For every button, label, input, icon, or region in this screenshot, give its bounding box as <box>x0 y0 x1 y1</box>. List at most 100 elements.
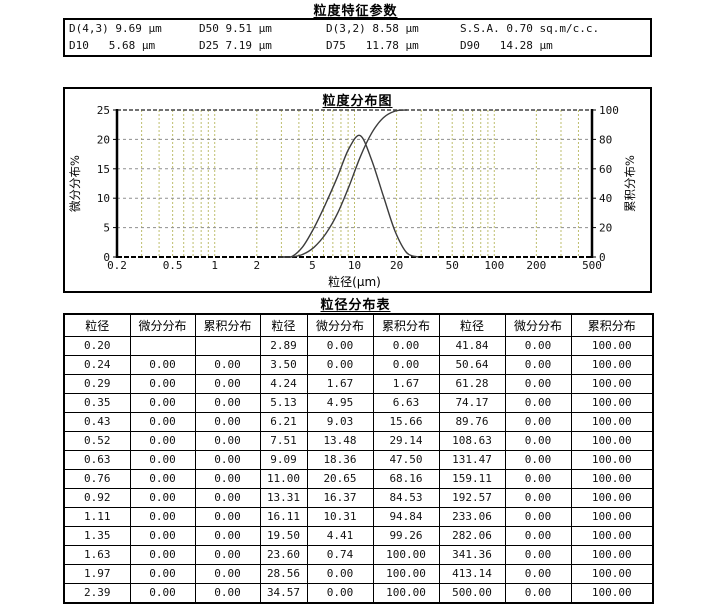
y-right-tick-label: 40 <box>599 192 612 205</box>
differential-curve <box>278 134 419 258</box>
col-header: 微分分布 <box>306 313 374 337</box>
table-cell: 0.76 <box>63 468 131 489</box>
table-cell: 0.74 <box>306 544 374 565</box>
col-header: 累积分布 <box>570 313 654 337</box>
y-left-tick-label: 20 <box>97 133 110 146</box>
table-cell: 282.06 <box>438 525 506 546</box>
table-cell: 0.00 <box>129 582 196 604</box>
table-cell: 100.00 <box>570 411 654 432</box>
table-cell: 13.48 <box>306 430 374 451</box>
col-header: 累积分布 <box>194 313 261 337</box>
table-cell: 0.00 <box>372 354 440 375</box>
x-tick-label: 20 <box>390 259 403 272</box>
table-cell: 0.00 <box>504 525 572 546</box>
table-cell: 9.03 <box>306 411 374 432</box>
table-cell: 159.11 <box>438 468 506 489</box>
table-cell: 0.00 <box>504 544 572 565</box>
table-cell: 0.00 <box>504 336 572 356</box>
table-header-row: 粒径 微分分布 累积分布 粒径 微分分布 累积分布 粒径 微分分布 累积分布 <box>63 313 654 337</box>
params-section-title: 粒度特征参数 <box>0 0 711 19</box>
chart-title-text: 粒度分布图 <box>322 94 393 109</box>
col-header: 粒径 <box>438 313 506 337</box>
y-left-tick-label: 25 <box>97 106 110 117</box>
table-cell: 34.57 <box>259 582 308 604</box>
table-cell: 100.00 <box>570 544 654 565</box>
table-cell: 99.26 <box>372 525 440 546</box>
table-cell: 6.21 <box>259 411 308 432</box>
table-cell: 4.41 <box>306 525 374 546</box>
table-section-title: 粒径分布表 <box>0 294 711 313</box>
table-cell: 13.31 <box>259 487 308 508</box>
table-cell: 3.50 <box>259 354 308 375</box>
table-cell: 0.00 <box>129 506 196 527</box>
table-cell: 0.00 <box>372 336 440 356</box>
x-tick-label: 0.5 <box>163 259 183 272</box>
table-cell <box>129 336 196 356</box>
table-cell: 0.35 <box>63 392 131 413</box>
table-cell: 100.00 <box>372 582 440 604</box>
table-cell: 0.00 <box>306 354 374 375</box>
param-cell-r0c0: D(4,3) 9.69 μm <box>69 22 162 35</box>
table-row: 1.63 0.00 0.00 23.60 0.74 100.00 341.36 0.00 100… <box>63 544 654 565</box>
x-tick-label: 1 <box>211 259 218 272</box>
table-cell: 68.16 <box>372 468 440 489</box>
table-cell: 11.00 <box>259 468 308 489</box>
table-cell: 100.00 <box>372 563 440 584</box>
table-cell: 100.00 <box>570 525 654 546</box>
y-right-tick-label: 20 <box>599 222 612 235</box>
table-cell: 0.00 <box>194 392 261 413</box>
table-cell: 0.00 <box>129 430 196 451</box>
x-tick-label: 200 <box>526 259 546 272</box>
param-cell-r0c3: S.S.A. 0.70 sq.m/c.c. <box>460 22 600 35</box>
y-left-tick-label: 10 <box>97 192 110 205</box>
y-left-tick-label: 15 <box>97 163 110 176</box>
table-cell: 0.92 <box>63 487 131 508</box>
table-cell: 341.36 <box>438 544 506 565</box>
table-cell: 100.00 <box>570 487 654 508</box>
table-cell: 100.00 <box>570 506 654 527</box>
table-row: 0.29 0.00 0.00 4.24 1.67 1.67 61.28 0.00 100.00 <box>63 373 654 394</box>
table-cell: 413.14 <box>438 563 506 584</box>
param-cell-r1c3: D90 14.28 μm <box>460 39 553 52</box>
table-cell: 41.84 <box>438 336 506 356</box>
table-cell: 0.00 <box>194 354 261 375</box>
y-right-tick-label: 60 <box>599 163 612 176</box>
x-tick-label: 5 <box>309 259 316 272</box>
table-cell: 6.63 <box>372 392 440 413</box>
y-left-tick-label: 0 <box>103 251 110 264</box>
table-cell: 0.00 <box>504 373 572 394</box>
table-cell: 4.95 <box>306 392 374 413</box>
table-row: 0.43 0.00 0.00 6.21 9.03 15.66 89.76 0.00 100.00 <box>63 411 654 432</box>
table-cell: 1.11 <box>63 506 131 527</box>
table-cell: 0.00 <box>504 430 572 451</box>
table-cell: 1.63 <box>63 544 131 565</box>
table-cell: 0.00 <box>194 468 261 489</box>
y-axis-right-label: 累积分布% <box>623 155 637 212</box>
table-cell: 0.00 <box>504 354 572 375</box>
table-row: 0.52 0.00 0.00 7.51 13.48 29.14 108.63 0.00 100.… <box>63 430 654 451</box>
param-cell-r0c1: D50 9.51 μm <box>199 22 272 35</box>
x-tick-label: 50 <box>446 259 459 272</box>
chart-title: 粒度分布图 <box>65 90 650 109</box>
table-cell: 500.00 <box>438 582 506 604</box>
table-cell: 100.00 <box>570 563 654 584</box>
table-cell: 0.29 <box>63 373 131 394</box>
table-cell: 0.43 <box>63 411 131 432</box>
params-box: D(4,3) 9.69 μm D50 9.51 μm D(3,2) 8.58 μm S… <box>63 18 652 57</box>
col-header: 粒径 <box>63 313 131 337</box>
x-tick-label: 500 <box>582 259 602 272</box>
table-cell: 100.00 <box>570 582 654 604</box>
table-cell: 0.00 <box>194 411 261 432</box>
x-axis-label: 粒径(μm) <box>328 274 381 289</box>
table-cell: 84.53 <box>372 487 440 508</box>
table-cell: 100.00 <box>570 373 654 394</box>
table-cell: 0.00 <box>504 392 572 413</box>
table-cell: 29.14 <box>372 430 440 451</box>
table-cell: 0.00 <box>194 487 261 508</box>
table-cell: 100.00 <box>570 430 654 451</box>
table-row: 0.76 0.00 0.00 11.00 20.65 68.16 159.11 0.00 100… <box>63 468 654 489</box>
table-cell: 108.63 <box>438 430 506 451</box>
table-row: 1.11 0.00 0.00 16.11 10.31 94.84 233.06 0.00 100… <box>63 506 654 527</box>
table-cell: 47.50 <box>372 449 440 470</box>
table-cell: 74.17 <box>438 392 506 413</box>
